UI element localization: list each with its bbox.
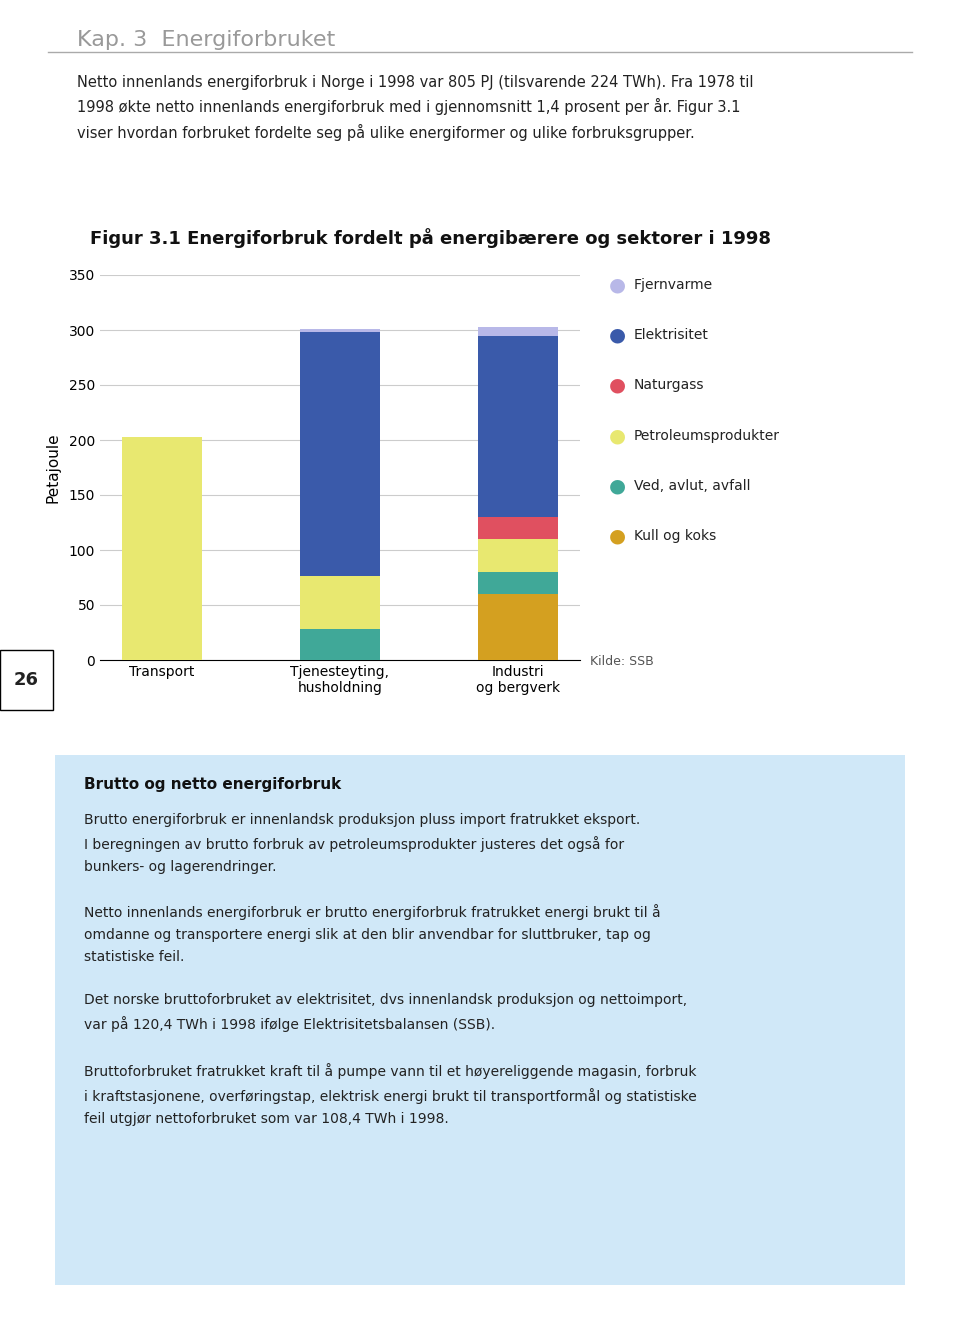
Text: ●: ● xyxy=(609,375,626,395)
Text: Brutto energiforbruk er innenlandsk produksjon pluss import fratrukket eksport.
: Brutto energiforbruk er innenlandsk prod… xyxy=(84,813,697,1126)
Bar xyxy=(478,594,558,660)
Text: Kull og koks: Kull og koks xyxy=(634,529,716,543)
Text: Kap. 3  Energiforbruket: Kap. 3 Energiforbruket xyxy=(77,30,335,50)
Bar xyxy=(478,336,558,517)
Text: Figur 3.1 Energiforbruk fordelt på energibærere og sektorer i 1998: Figur 3.1 Energiforbruk fordelt på energ… xyxy=(90,227,772,249)
Text: ●: ● xyxy=(609,476,626,496)
Bar xyxy=(300,576,380,629)
Text: Naturgass: Naturgass xyxy=(634,378,704,393)
Text: ●: ● xyxy=(609,526,626,546)
Bar xyxy=(300,332,380,576)
Bar xyxy=(478,539,558,572)
Text: Fjernvarme: Fjernvarme xyxy=(634,278,712,292)
Text: Ved, avlut, avfall: Ved, avlut, avfall xyxy=(634,479,750,493)
Bar xyxy=(478,572,558,594)
Bar xyxy=(300,629,380,660)
Bar xyxy=(122,436,202,660)
Bar xyxy=(478,517,558,539)
Text: Netto innenlands energiforbruk i Norge i 1998 var 805 PJ (tilsvarende 224 TWh). : Netto innenlands energiforbruk i Norge i… xyxy=(77,75,754,141)
Text: Petroleumsprodukter: Petroleumsprodukter xyxy=(634,428,780,443)
Text: ●: ● xyxy=(609,426,626,446)
Bar xyxy=(478,327,558,336)
Text: Kilde: SSB: Kilde: SSB xyxy=(589,654,654,668)
Y-axis label: Petajoule: Petajoule xyxy=(45,432,60,502)
Text: Brutto og netto energiforbruk: Brutto og netto energiforbruk xyxy=(84,777,341,792)
Bar xyxy=(300,329,380,332)
Text: 26: 26 xyxy=(13,672,39,689)
Text: Elektrisitet: Elektrisitet xyxy=(634,328,708,342)
Text: ●: ● xyxy=(609,275,626,295)
Text: ●: ● xyxy=(609,325,626,345)
